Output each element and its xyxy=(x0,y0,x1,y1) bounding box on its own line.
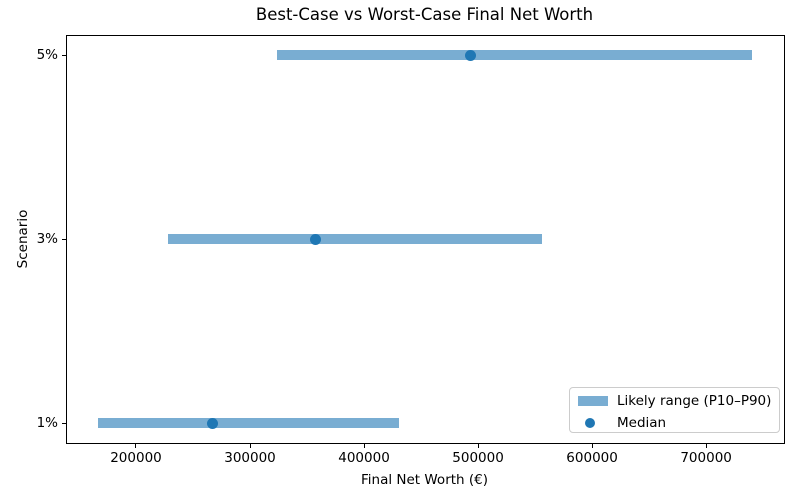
x-tick xyxy=(705,444,707,448)
median-dot xyxy=(206,417,218,429)
y-tick xyxy=(62,422,66,424)
legend-label-median: Median xyxy=(617,415,667,431)
median-dot xyxy=(309,233,321,245)
y-tick-label: 5% xyxy=(36,47,58,63)
x-tick-label: 500000 xyxy=(452,450,504,466)
x-tick-label: 400000 xyxy=(338,450,390,466)
x-tick xyxy=(135,444,137,448)
range-bar xyxy=(277,50,752,60)
median-dot xyxy=(464,49,476,61)
legend-item-median: Median xyxy=(570,412,779,434)
y-tick xyxy=(62,238,66,240)
range-bar xyxy=(167,234,542,244)
x-tick xyxy=(591,444,593,448)
x-tick-label: 600000 xyxy=(566,450,618,466)
x-tick xyxy=(477,444,479,448)
y-tick-label: 1% xyxy=(36,415,58,431)
x-tick-label: 200000 xyxy=(110,450,162,466)
x-axis-label: Final Net Worth (€) xyxy=(360,472,489,488)
range-bar xyxy=(98,418,400,428)
range-bar-swatch-icon xyxy=(578,396,608,406)
x-tick-label: 300000 xyxy=(224,450,276,466)
legend-item-likely-range: Likely range (P10–P90) xyxy=(570,390,779,412)
plot-area: Likely range (P10–P90) Median 200000 3000… xyxy=(37,35,785,466)
legend-label-likely-range: Likely range (P10–P90) xyxy=(617,393,772,409)
y-tick-label: 3% xyxy=(36,231,58,247)
legend: Likely range (P10–P90) Median xyxy=(569,387,780,433)
y-axis-label: Scenario xyxy=(15,209,31,269)
x-tick-label: 700000 xyxy=(680,450,732,466)
median-dot-swatch-icon xyxy=(585,418,595,428)
x-tick xyxy=(249,444,251,448)
y-tick xyxy=(62,54,66,56)
x-tick xyxy=(363,444,365,448)
chart-title: Best-Case vs Worst-Case Final Net Worth xyxy=(255,5,594,24)
